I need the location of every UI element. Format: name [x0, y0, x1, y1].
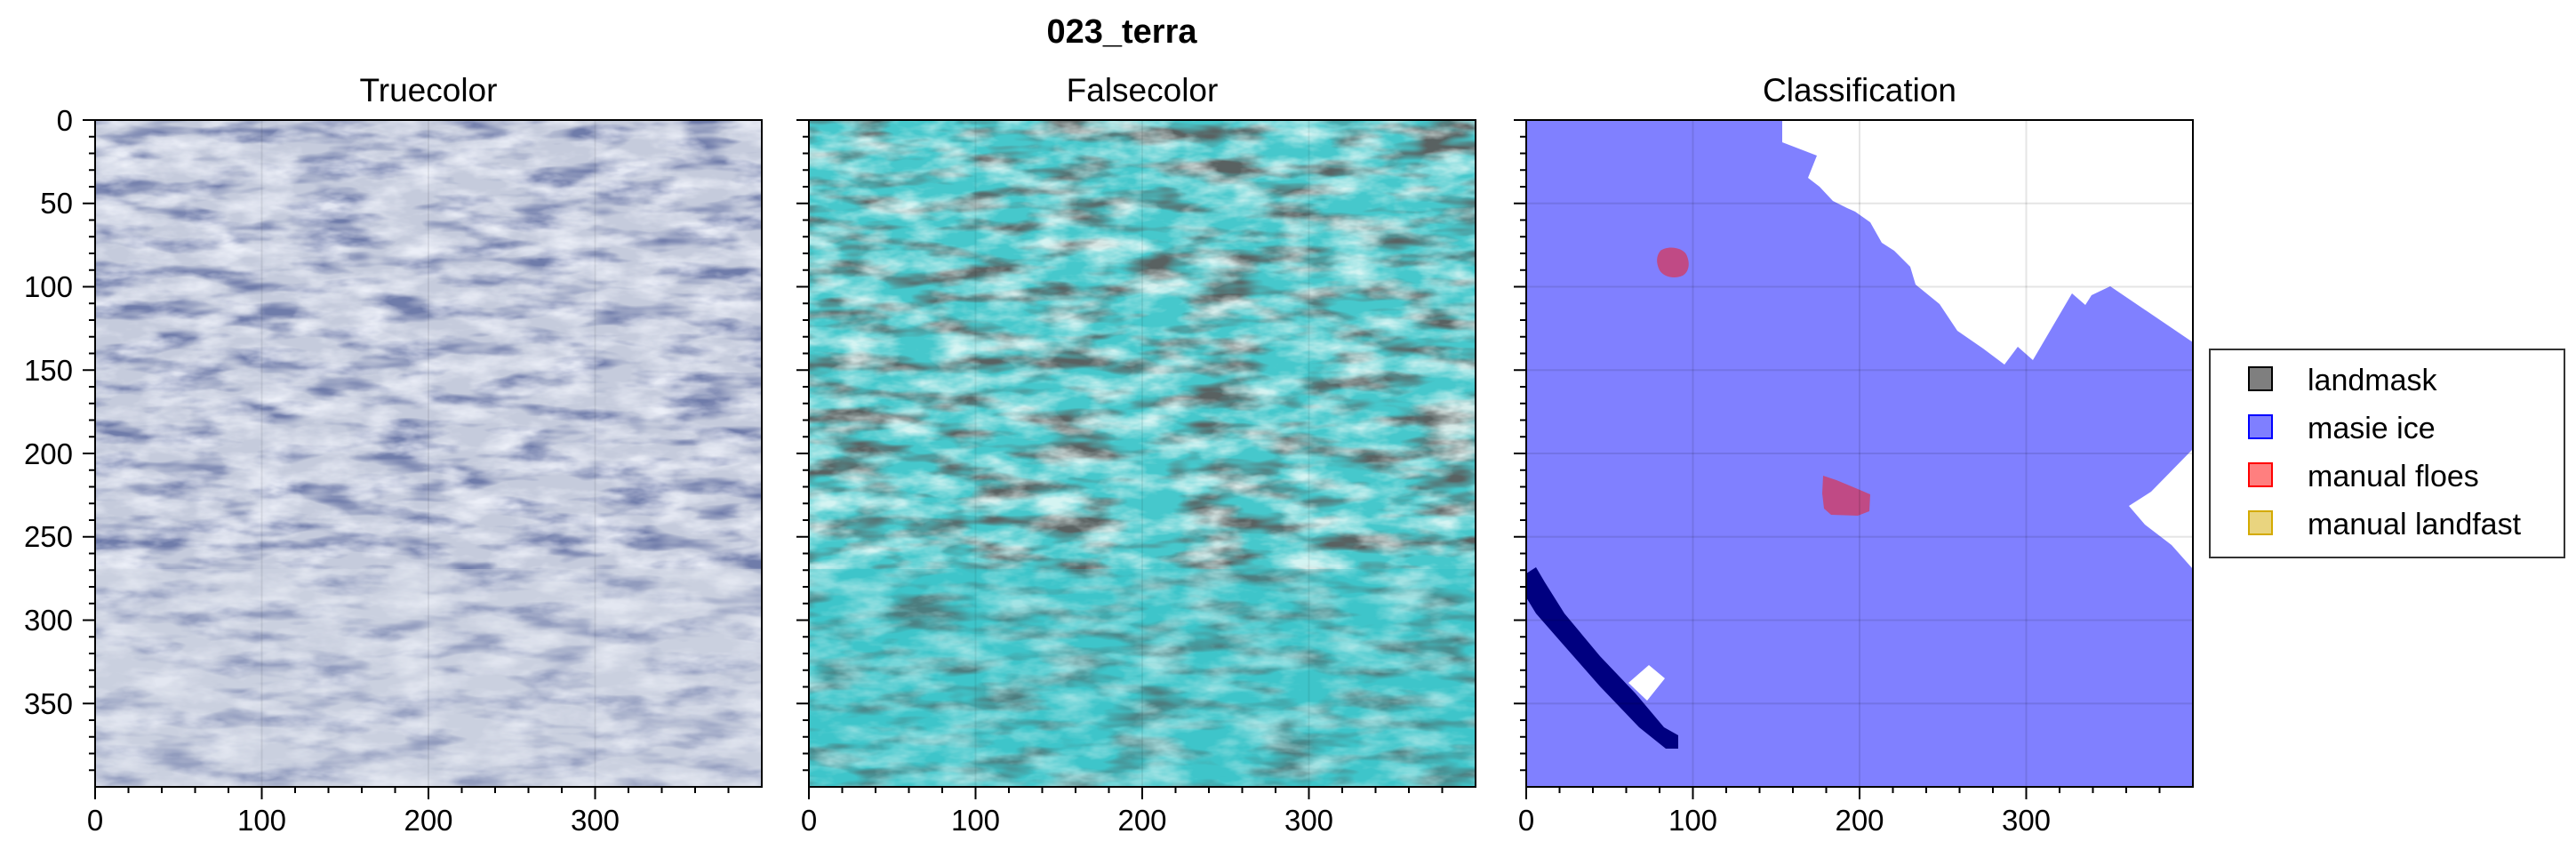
x-tick-label: 0	[801, 804, 817, 837]
legend-label-landmask: landmask	[2308, 364, 2438, 397]
y-tick-label: 350	[24, 687, 73, 720]
x-tick-label: 200	[1835, 804, 1884, 837]
legend: landmask masie ice manual floes manual l…	[2209, 349, 2565, 558]
panel-title-classification: Classification	[1763, 72, 1956, 108]
y-tick-label: 250	[24, 520, 73, 553]
y-tick-label: 150	[24, 354, 73, 387]
legend-label-masie-ice: masie ice	[2308, 412, 2436, 445]
y-tick-label: 0	[57, 104, 73, 137]
x-tick-label: 100	[1668, 804, 1717, 837]
y-tick-label: 100	[24, 270, 73, 303]
y-tick-label: 300	[24, 604, 73, 637]
legend-swatch-masie-ice	[2248, 414, 2273, 439]
legend-swatch-manual-floes	[2248, 462, 2273, 487]
y-tick-label: 200	[24, 437, 73, 470]
x-tick-label: 0	[87, 804, 103, 837]
floe-2	[1822, 476, 1870, 516]
floe-1	[1657, 247, 1689, 277]
falsecolor-image	[809, 120, 1476, 787]
x-tick-label: 300	[2002, 804, 2051, 837]
panel-title-truecolor: Truecolor	[360, 72, 498, 108]
masie-ice-region	[1526, 120, 2193, 787]
x-tick-label: 200	[1117, 804, 1166, 837]
x-tick-label: 300	[571, 804, 620, 837]
landfast-strip	[1526, 567, 1678, 749]
image-gridlines	[260, 120, 1310, 787]
legend-label-manual-floes: manual floes	[2308, 460, 2479, 493]
truecolor-image	[95, 120, 762, 787]
x-tick-label: 200	[404, 804, 452, 837]
panel-title-falsecolor: Falsecolor	[1067, 72, 1219, 108]
legend-swatch-manual-landfast	[2248, 510, 2273, 535]
x-tick-label: 0	[1518, 804, 1534, 837]
x-axis-labels: 0 100 200 300 0 100 200 300 0 100 200 30…	[87, 804, 2051, 837]
y-tick-label: 50	[40, 187, 73, 220]
x-tick-label: 100	[237, 804, 286, 837]
legend-label-manual-landfast: manual landfast	[2308, 508, 2522, 541]
legend-swatch-landmask	[2248, 366, 2273, 391]
y-axis-labels: 0 50 100 150 200 250 300 350	[24, 104, 73, 720]
x-tick-label: 300	[1284, 804, 1333, 837]
classification-image	[1526, 120, 2193, 787]
figure-title: 023_terra	[1046, 13, 1197, 51]
axis-ticks	[83, 119, 2161, 799]
x-tick-label: 100	[951, 804, 1000, 837]
